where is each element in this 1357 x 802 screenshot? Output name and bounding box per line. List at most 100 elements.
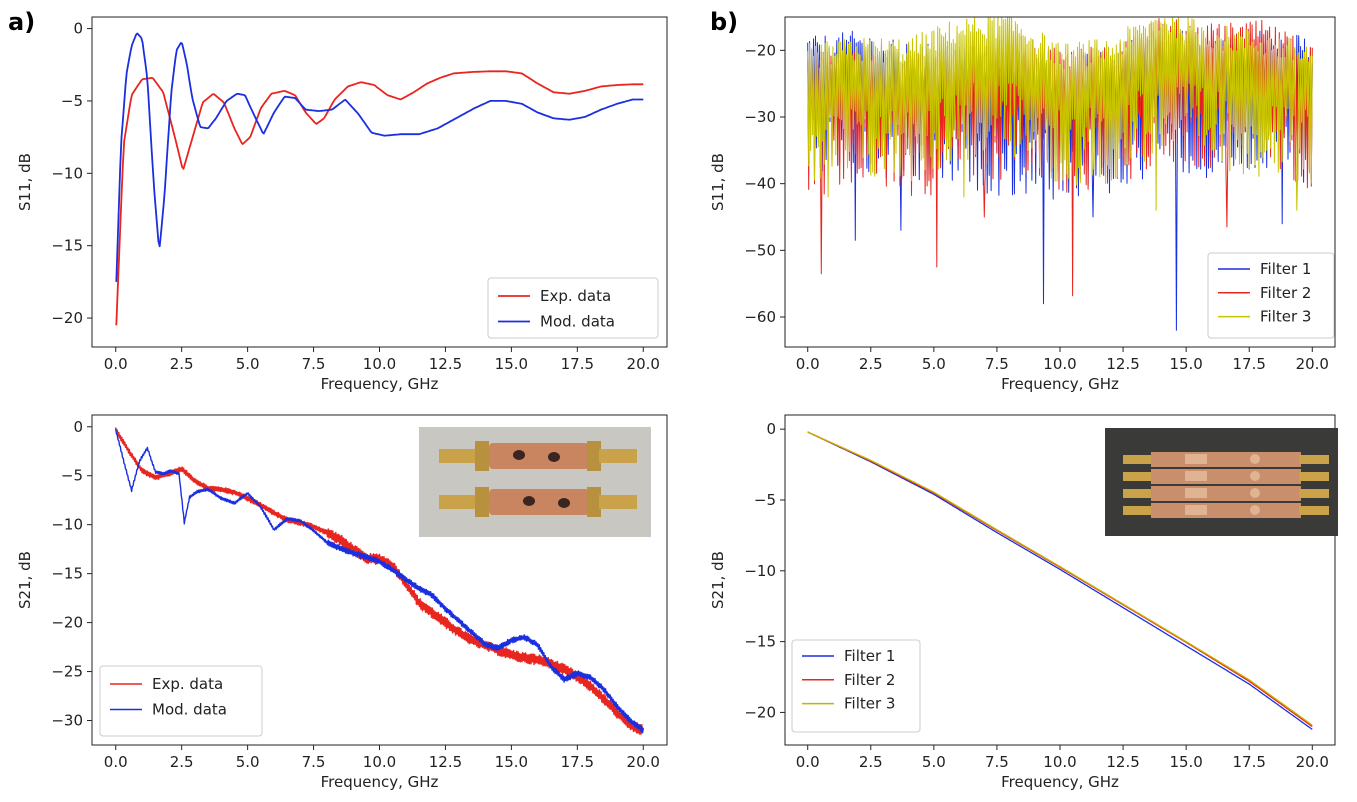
series-group (115, 427, 644, 735)
legend-entry: Filter 3 (844, 695, 895, 713)
y-tick-label: −10 (51, 516, 83, 534)
series-line-1 (115, 427, 644, 735)
y-tick-label: −5 (61, 467, 83, 485)
y-tick-label: −10 (744, 562, 776, 580)
x-tick-label: 15.0 (1169, 753, 1202, 771)
y-tick-label: −5 (754, 491, 776, 509)
y-tick-label: −25 (51, 663, 83, 681)
chart-b_top: 0.0 2.5 5.0 7.5 10.0 12.5 15.0 17.5 20.0 −20 −30 −4… (709, 16, 1336, 393)
y-tick-label: −30 (51, 712, 83, 730)
x-tick-label: 0.0 (104, 355, 128, 373)
series-line-3 (807, 17, 1313, 211)
y-tick-label: −20 (744, 703, 776, 721)
y-tick-label: −10 (51, 164, 83, 182)
y-tick-label: −40 (744, 175, 776, 193)
legend-entry: Filter 2 (844, 671, 895, 689)
x-tick-label: 15.0 (495, 355, 528, 373)
x-tick-label: 2.5 (170, 355, 194, 373)
panel-label-a: a) (8, 8, 35, 36)
x-tick-label: 5.0 (922, 753, 946, 771)
y-tick-label: 0 (73, 20, 83, 38)
x-tick-label: 7.5 (302, 355, 326, 373)
x-tick-label: 12.5 (429, 753, 462, 771)
x-axis-label: Frequency, GHz (1001, 375, 1119, 393)
series-line-1 (115, 70, 644, 326)
series-line-2 (115, 428, 644, 734)
y-tick-label: −20 (744, 41, 776, 59)
legend: Filter 1 Filter 2 Filter 3 (791, 639, 921, 733)
series-group (807, 17, 1313, 331)
series-line-2 (115, 32, 644, 282)
legend: Exp. data Mod. data (487, 277, 659, 339)
y-tick-label: 0 (766, 420, 776, 438)
y-axis-label: S21, dB (16, 551, 34, 609)
x-tick-label: 2.5 (859, 355, 883, 373)
series-line-3 (807, 431, 1313, 726)
y-tick-label: −15 (744, 633, 776, 651)
chart-a_bottom: 0.0 2.5 5.0 7.5 10.0 12.5 15.0 17.5 20.0 0 −5 −10 −1… (16, 414, 668, 791)
x-tick-label: 5.0 (922, 355, 946, 373)
legend-frame (487, 277, 659, 339)
x-tick-label: 0.0 (104, 753, 128, 771)
x-tick-label: 17.5 (1233, 753, 1266, 771)
legend-entry: Filter 3 (1260, 308, 1311, 326)
x-tick-label: 20.0 (1296, 355, 1329, 373)
y-tick-label: −30 (744, 108, 776, 126)
x-tick-label: 20.0 (627, 355, 660, 373)
y-tick-label: −15 (51, 237, 83, 255)
x-tick-label: 12.5 (1106, 753, 1139, 771)
x-tick-label: 17.5 (1233, 355, 1266, 373)
x-tick-label: 12.5 (1106, 355, 1139, 373)
x-tick-label: 10.0 (1043, 355, 1076, 373)
y-tick-label: 0 (73, 418, 83, 436)
y-tick-label: −5 (61, 92, 83, 110)
legend-entry: Filter 1 (1260, 260, 1311, 278)
x-tick-label: 0.0 (796, 355, 820, 373)
y-axis-label: S11, dB (709, 153, 727, 211)
x-tick-label: 5.0 (236, 753, 260, 771)
legend-entry: Filter 1 (844, 647, 895, 665)
series-line-1 (807, 431, 1313, 730)
y-tick-label: −15 (51, 565, 83, 583)
y-axis-label: S11, dB (16, 153, 34, 211)
legend-entry: Filter 2 (1260, 284, 1311, 302)
y-tick-label: −50 (744, 241, 776, 259)
x-axis-label: Frequency, GHz (1001, 773, 1119, 791)
y-axis-label: S21, dB (709, 551, 727, 609)
legend-entry: Exp. data (540, 287, 611, 305)
x-tick-label: 7.5 (302, 753, 326, 771)
x-tick-label: 10.0 (363, 355, 396, 373)
legend-entry: Exp. data (152, 675, 223, 693)
series-group (115, 32, 644, 326)
y-tick-label: −20 (51, 309, 83, 327)
x-tick-label: 12.5 (429, 355, 462, 373)
series-group (807, 431, 1313, 730)
chart-b_bottom: 0.0 2.5 5.0 7.5 10.0 12.5 15.0 17.5 20.0 0 −5 −10 −1… (709, 414, 1338, 791)
y-tick-label: −20 (51, 614, 83, 632)
chart-a_top: 0.0 2.5 5.0 7.5 10.0 12.5 15.0 17.5 20.0 0 −5 −10 −1… (16, 16, 668, 393)
legend: Exp. data Mod. data (99, 665, 263, 737)
x-tick-label: 20.0 (627, 753, 660, 771)
x-tick-label: 2.5 (859, 753, 883, 771)
x-tick-label: 20.0 (1296, 753, 1329, 771)
x-tick-label: 2.5 (170, 753, 194, 771)
inset-photo (419, 427, 651, 537)
x-tick-label: 7.5 (985, 753, 1009, 771)
x-tick-label: 17.5 (561, 753, 594, 771)
legend-frame (791, 639, 921, 733)
panel-label-b: b) (710, 8, 738, 36)
x-axis-label: Frequency, GHz (321, 375, 439, 393)
x-tick-label: 17.5 (561, 355, 594, 373)
x-axis-label: Frequency, GHz (321, 773, 439, 791)
inset-photo (1105, 428, 1338, 536)
legend-entry: Mod. data (152, 701, 227, 719)
x-tick-label: 0.0 (796, 753, 820, 771)
x-tick-label: 15.0 (1169, 355, 1202, 373)
x-tick-label: 10.0 (1043, 753, 1076, 771)
legend: Filter 1 Filter 2 Filter 3 (1207, 252, 1335, 339)
x-tick-label: 10.0 (363, 753, 396, 771)
x-tick-label: 7.5 (985, 355, 1009, 373)
legend-entry: Mod. data (540, 313, 615, 331)
x-tick-label: 15.0 (495, 753, 528, 771)
